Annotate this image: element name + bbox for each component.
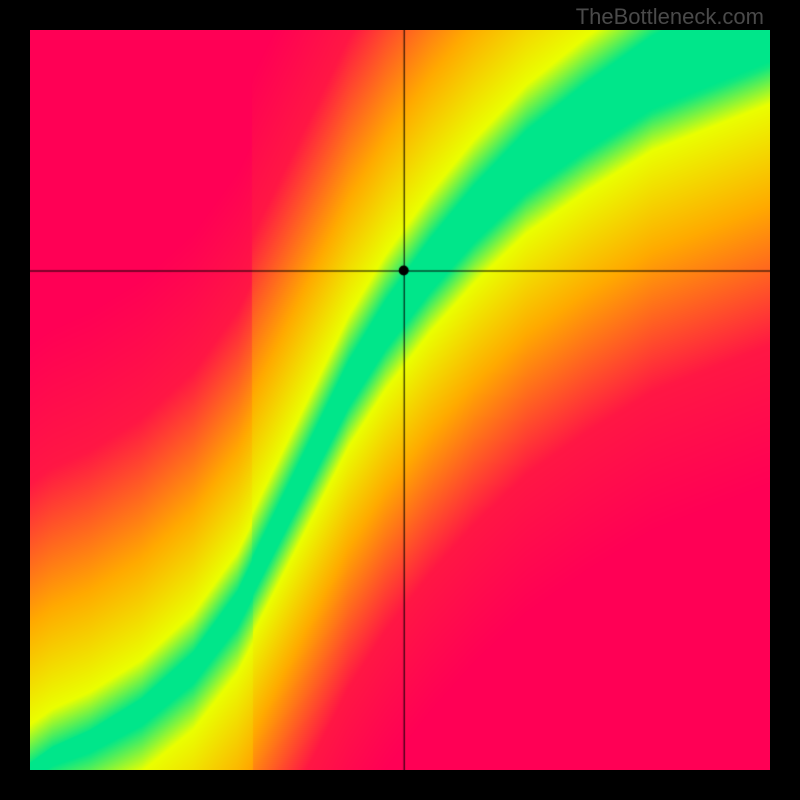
heatmap-canvas (30, 30, 770, 770)
watermark-text: TheBottleneck.com (576, 4, 764, 30)
bottleneck-heatmap (30, 30, 770, 770)
